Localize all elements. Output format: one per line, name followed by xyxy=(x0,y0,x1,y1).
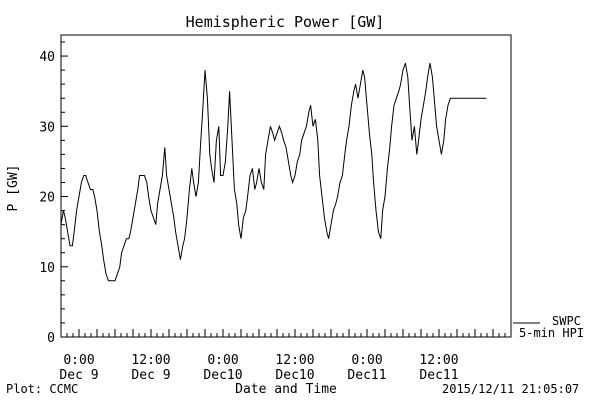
x-tick-label-date: Dec 9 xyxy=(131,368,170,383)
y-tick-label: 20 xyxy=(39,191,55,206)
x-axis-label: Date and Time xyxy=(235,382,337,397)
x-tick-label-time: 0:00 xyxy=(63,353,94,368)
plot-frame xyxy=(60,34,512,338)
x-tick-label-date: Dec 9 xyxy=(59,368,98,383)
x-tick-label-time: 0:00 xyxy=(207,353,238,368)
footer-plot-credit: Plot: CCMC xyxy=(6,382,78,396)
x-tick-label-date: Dec10 xyxy=(203,368,242,383)
y-tick-label: 0 xyxy=(47,331,55,346)
x-tick-label-time: 12:00 xyxy=(419,353,458,368)
y-axis-label: P [GW] xyxy=(6,165,21,212)
x-tick-label-date: Dec10 xyxy=(275,368,314,383)
y-axis-ticks: 0 10 20 30 40 xyxy=(39,41,68,346)
x-tick-label-date: Dec11 xyxy=(419,368,458,383)
x-tick-label-time: 12:00 xyxy=(275,353,314,368)
y-tick-label: 40 xyxy=(39,50,55,65)
legend-label-hpi: 5-min HPI xyxy=(519,326,584,340)
series-group xyxy=(60,62,487,282)
legend-label-swpc: SWPC xyxy=(552,314,581,328)
chart-title: Hemispheric Power [GW] xyxy=(186,13,385,31)
y-tick-label: 30 xyxy=(39,120,55,135)
x-tick-label-time: 12:00 xyxy=(131,353,170,368)
footer-timestamp: 2015/12/11 21:05:07 xyxy=(442,382,579,396)
series-line xyxy=(60,62,487,282)
x-tick-label-time: 0:00 xyxy=(351,353,382,368)
y-tick-label: 10 xyxy=(39,261,55,276)
x-tick-label-date: Dec11 xyxy=(347,368,386,383)
